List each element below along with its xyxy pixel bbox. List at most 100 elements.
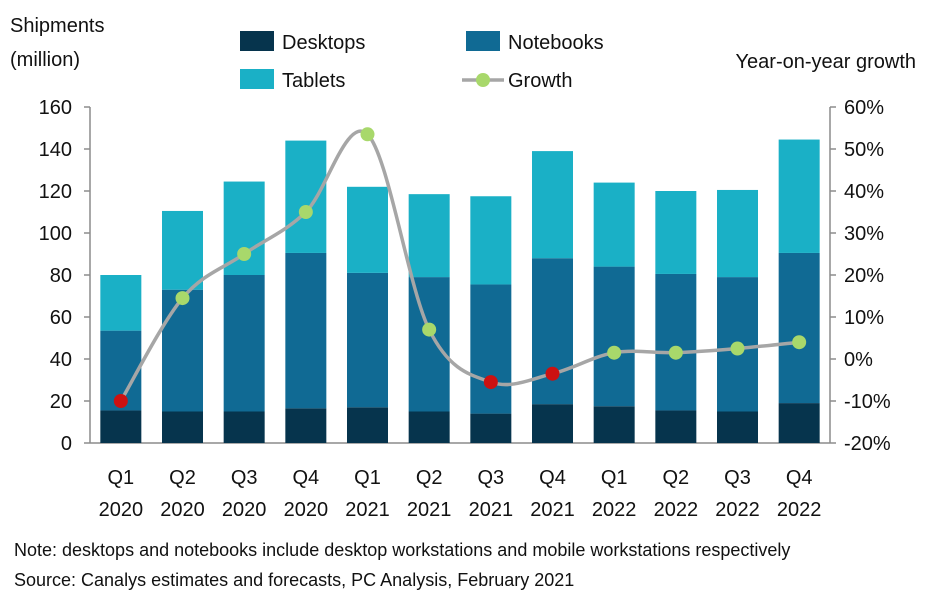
growth-line (119, 129, 800, 402)
x-tick-label-year: 2022 (592, 499, 637, 521)
x-tick-label-quarter: Q2 (416, 467, 443, 489)
x-tick-label-quarter: Q3 (231, 467, 258, 489)
left-tick-label: 100 (39, 223, 72, 245)
left-tick-label: 120 (39, 181, 72, 203)
left-tick-label: 140 (39, 139, 72, 161)
left-tick-label: 80 (50, 265, 72, 287)
x-tick-label-quarter: Q1 (354, 467, 381, 489)
bar-tablets (347, 186, 388, 273)
left-tick-label: 40 (50, 349, 72, 371)
legend-label-notebooks: Notebooks (508, 32, 604, 54)
bar-desktops (408, 411, 450, 443)
bar-tablets (532, 151, 573, 259)
left-axis-title-unit: (million) (10, 49, 80, 71)
bar-notebooks (532, 258, 573, 405)
bar-tablets (655, 191, 697, 274)
bar-desktops (285, 408, 327, 443)
legend-swatch-growth-marker (476, 73, 490, 87)
left-tick-label: 20 (50, 391, 72, 413)
x-tick-label-year: 2020 (99, 499, 144, 521)
bar-tablets (285, 140, 327, 253)
growth-point (607, 345, 622, 360)
x-tick-label-year: 2020 (284, 499, 329, 521)
right-tick-label: 30% (844, 223, 884, 245)
legend-swatch-notebooks (466, 31, 500, 51)
bar-desktops (532, 404, 573, 443)
bar-notebooks (778, 252, 820, 404)
bar-tablets (408, 194, 450, 278)
x-tick-label-quarter: Q2 (169, 467, 196, 489)
growth-point (730, 341, 745, 356)
bar-tablets (778, 139, 820, 253)
chart-canvas: 0 20 40 60 80 100 120 140 160 -20% -10% 0% 10% 20% 30%… (10, 15, 916, 521)
x-tick-label-year: 2021 (530, 499, 575, 521)
bar-desktops (347, 407, 388, 443)
growth-point (422, 322, 437, 337)
x-tick-label-quarter: Q3 (724, 467, 751, 489)
bar-tablets (593, 182, 635, 267)
right-tick-label: 50% (844, 139, 884, 161)
right-tick-label: 10% (844, 307, 884, 329)
bar-desktops (593, 406, 635, 443)
left-axis-title: Shipments (10, 15, 105, 37)
bar-notebooks (593, 266, 635, 407)
bar-notebooks (162, 289, 203, 412)
bar-notebooks (470, 284, 512, 414)
growth-point (298, 205, 313, 219)
x-tick-label-year: 2022 (777, 499, 822, 521)
bar-desktops (223, 411, 265, 443)
chart-note: Note: desktops and notebooks include des… (14, 540, 791, 560)
bar-desktops (655, 410, 697, 443)
growth-point (545, 366, 560, 381)
growth-point (360, 127, 375, 142)
legend-label-tablets: Tablets (282, 70, 345, 92)
x-tick-label-quarter: Q4 (786, 467, 813, 489)
legend-label-desktops: Desktops (282, 32, 365, 54)
right-tick-label: -20% (844, 433, 891, 455)
x-tick-label-quarter: Q2 (662, 467, 689, 489)
bar-notebooks (347, 272, 388, 408)
bar-notebooks (408, 277, 450, 412)
bar-desktops (717, 411, 758, 443)
growth-point (792, 335, 807, 350)
growth-point (483, 375, 498, 390)
x-tick-label-year: 2021 (345, 499, 390, 521)
bar-tablets (162, 210, 203, 290)
right-tick-label: 60% (844, 97, 884, 119)
right-axis-title: Year-on-year growth (736, 51, 916, 73)
bar-desktops (778, 403, 820, 443)
right-tick-label: -10% (844, 391, 891, 413)
left-tick-label: 160 (39, 97, 72, 119)
bar-desktops (162, 411, 203, 443)
x-tick-label-quarter: Q1 (107, 467, 134, 489)
right-tick-label: 20% (844, 265, 884, 287)
bar-tablets (717, 189, 758, 278)
right-tick-label: 40% (844, 181, 884, 203)
x-tick-label-year: 2020 (222, 499, 267, 521)
legend-label-growth: Growth (508, 70, 572, 92)
left-tick-label: 0 (61, 433, 72, 455)
x-tick-label-year: 2022 (715, 499, 760, 521)
growth-point (237, 247, 252, 261)
x-tick-label-quarter: Q1 (601, 467, 628, 489)
x-tick-label-year: 2021 (407, 499, 452, 521)
bar-desktops (100, 410, 142, 443)
bar-tablets (100, 275, 142, 331)
bar-desktops (470, 413, 512, 443)
right-tick-label: 0% (844, 349, 873, 371)
x-tick-label-year: 2022 (654, 499, 699, 521)
bar-notebooks (223, 275, 265, 412)
x-tick-label-quarter: Q4 (292, 467, 319, 489)
x-tick-label-quarter: Q3 (477, 467, 504, 489)
legend-swatch-desktops (240, 31, 274, 51)
growth-point (113, 394, 128, 408)
x-tick-label-quarter: Q4 (539, 467, 566, 489)
x-tick-label-year: 2021 (469, 499, 514, 521)
bar-notebooks (655, 273, 697, 411)
legend-swatch-tablets (240, 69, 274, 89)
left-tick-label: 60 (50, 307, 72, 329)
bar-tablets (470, 196, 512, 285)
bar-notebooks (285, 252, 327, 409)
x-tick-label-year: 2020 (160, 499, 205, 521)
growth-point (668, 345, 683, 360)
